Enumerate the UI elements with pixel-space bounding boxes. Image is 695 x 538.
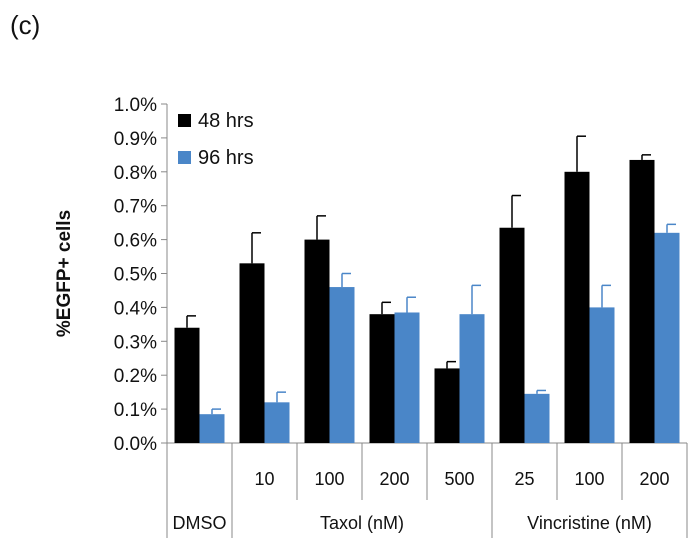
x-group-label: DMSO [173,513,227,533]
legend-label: 48 hrs [198,110,254,132]
bar-48-hrs-7 [629,159,655,443]
x-category-label: 200 [639,469,669,489]
bar-48-hrs-4 [434,368,460,443]
y-tick-label: 0.5% [114,265,157,286]
x-category-label: 10 [254,469,274,489]
bar-96-hrs-4 [459,314,485,443]
y-tick-label: 0.6% [114,231,157,252]
y-tick-label: 0.7% [114,197,157,218]
bar-48-hrs-0 [174,327,200,443]
x-category-label: 100 [574,469,604,489]
y-tick-label: 0.9% [114,129,157,150]
y-tick-label: 1.0% [114,95,157,116]
legend-label: 96 hrs [198,147,254,169]
x-category-label: 500 [444,469,474,489]
bar-48-hrs-1 [239,263,265,443]
legend-swatch [178,114,191,127]
bar-96-hrs-7 [654,232,680,443]
panel-label: (c) [10,10,41,40]
x-group-label: Taxol (nM) [320,513,404,533]
bar-48-hrs-6 [564,171,590,444]
bar-96-hrs-0 [199,414,225,443]
bar-96-hrs-5 [524,393,550,443]
x-category-label: 100 [314,469,344,489]
bar-96-hrs-2 [329,287,355,443]
y-tick-label: 0.0% [114,434,157,455]
y-tick-label: 0.2% [114,366,157,387]
bar-48-hrs-3 [369,314,395,443]
bar-96-hrs-6 [589,307,615,443]
y-tick-label: 0.8% [114,163,157,184]
bar-96-hrs-1 [264,402,290,443]
bar-96-hrs-3 [394,312,420,443]
y-tick-label: 0.3% [114,332,157,353]
y-axis-title: %EGFP+ cells [54,210,75,337]
y-tick-label: 0.1% [114,400,157,421]
bar-48-hrs-5 [499,227,525,443]
x-group-label: Vincristine (nM) [527,513,652,533]
legend-swatch [178,151,191,164]
y-tick-label: 0.4% [114,298,157,319]
x-category-label: 25 [514,469,534,489]
bar-48-hrs-2 [304,239,330,443]
x-category-label: 200 [379,469,409,489]
